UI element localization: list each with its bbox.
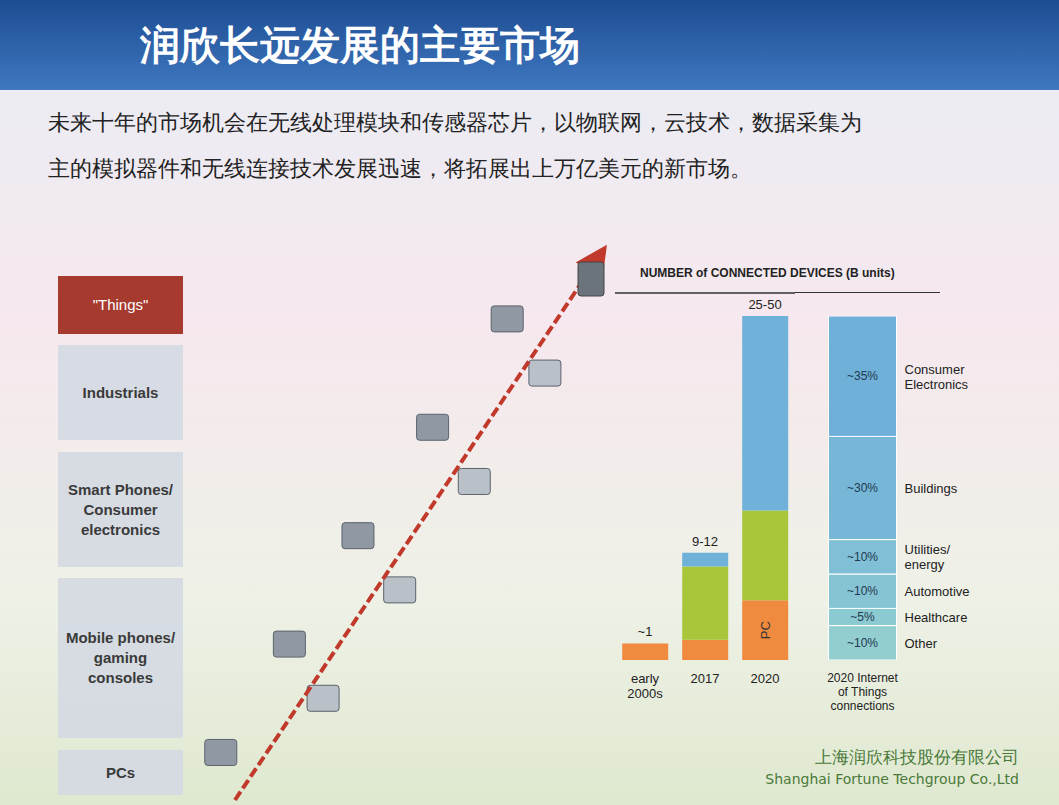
svg-text:2020 Internetof Thingsconnecti: 2020 Internetof Thingsconnections <box>827 671 898 713</box>
svg-text:~5%: ~5% <box>850 610 875 624</box>
html-text:PCs: PCs <box>105 763 136 781</box>
svg-text:Healthcare: Healthcare <box>905 610 968 625</box>
html-text:Industrials: Industrials <box>82 383 159 401</box>
svg-text:~30%: ~30% <box>847 481 878 495</box>
svg-text:early2000s: early2000s <box>627 671 663 701</box>
html-text:Mobile phones/ gaming consoles: Mobile phones/ gaming consoles <box>65 629 176 686</box>
svg-text:~10%: ~10% <box>847 550 878 564</box>
html-text:Shanghai Fortune Techgroup Co.: Shanghai Fortune Techgroup Co.,Ltd <box>765 771 1019 787</box>
svg-text:PC: PC <box>758 621 773 639</box>
svg-text:9-12: 9-12 <box>692 534 718 549</box>
svg-text:Other: Other <box>905 635 938 650</box>
html-text:NUMBER of CONNECTED DEVICES (B: NUMBER of CONNECTED DEVICES (B units) <box>640 266 895 280</box>
svg-text:Automotive: Automotive <box>905 584 970 599</box>
svg-text:~35%: ~35% <box>847 369 878 383</box>
svg-text:ConsumerElectronics: ConsumerElectronics <box>905 361 969 391</box>
svg-text:Buildings: Buildings <box>905 481 958 496</box>
html-text:未来十年的市场机会在无线处理模块和传感器芯片，以物联网，云技: 未来十年的市场机会在无线处理模块和传感器芯片，以物联网，云技术，数据采集为主的模… <box>48 110 862 181</box>
svg-text:25-50: 25-50 <box>748 297 781 312</box>
svg-text:2020: 2020 <box>751 671 780 686</box>
svg-text:Utilities/energy: Utilities/energy <box>905 542 951 572</box>
html-text:润欣长远发展的主要市场: 润欣长远发展的主要市场 <box>140 22 580 68</box>
html-text:Smart Phones/ Consumer electro: Smart Phones/ Consumer electronics <box>68 480 173 538</box>
html-text:"Things": "Things" <box>92 296 149 313</box>
svg-text:~10%: ~10% <box>847 636 878 650</box>
svg-text:~1: ~1 <box>638 624 653 639</box>
html-text:上海润欣科技股份有限公司: 上海润欣科技股份有限公司 <box>815 747 1019 767</box>
svg-text:2017: 2017 <box>691 671 720 686</box>
svg-text:~10%: ~10% <box>847 584 878 598</box>
